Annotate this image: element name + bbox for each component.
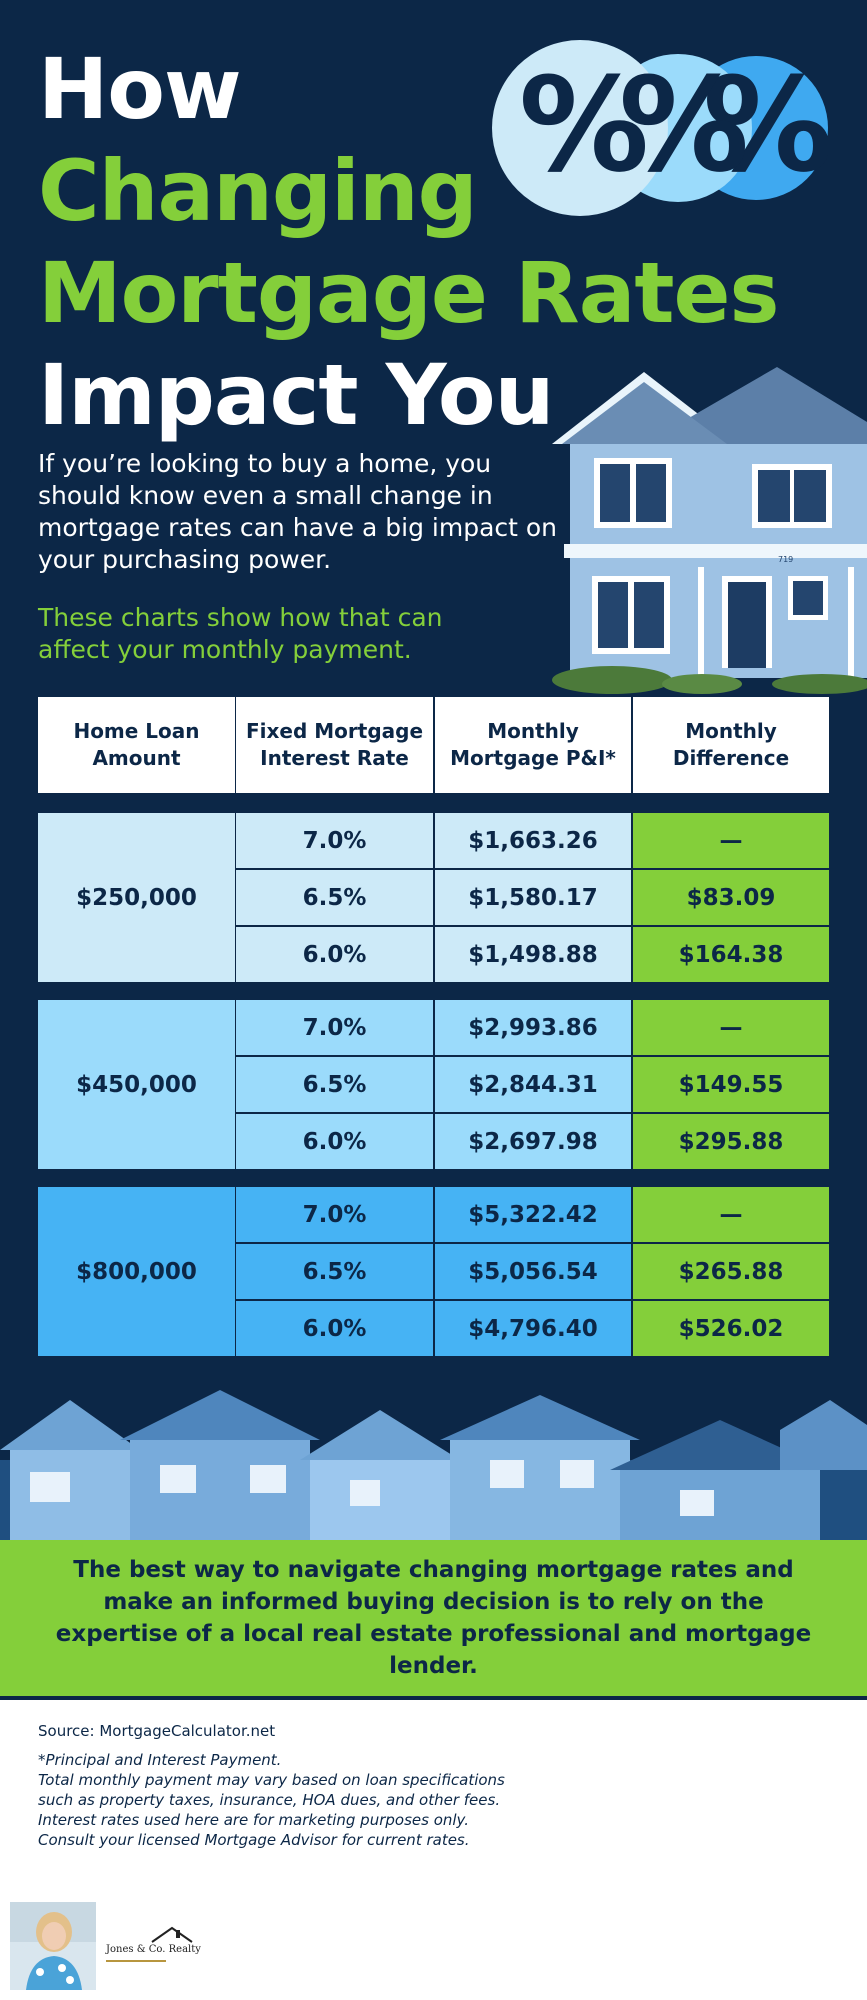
difference-cell: $526.02 [633, 1301, 829, 1356]
brand-logo: Jones & Co. Realty [106, 1924, 201, 1964]
rate-cell: 6.5% [236, 1244, 433, 1299]
difference-cell: — [633, 1187, 829, 1242]
call-to-action-text: The best way to navigate changing mortga… [55, 1557, 812, 1679]
percent-glyph-3: % [703, 49, 828, 201]
rate-cell: 6.0% [236, 927, 433, 982]
rate-cell-text: 6.0% [302, 941, 367, 968]
loan-amount-cell-text: $800,000 [76, 1258, 197, 1285]
rate-cell: 7.0% [236, 1187, 433, 1242]
footnote-line: Interest rates used here are for marketi… [38, 1811, 470, 1829]
rate-cell-text: 6.5% [302, 1071, 367, 1098]
table-header-3: Monthly Mortgage P&I* [435, 697, 631, 793]
neighborhood-skyline [0, 1390, 867, 1540]
brand-name: Jones & Co. Realty [106, 1944, 201, 1955]
payment-cell-text: $2,844.31 [468, 1071, 598, 1098]
subtitle-paragraph: These charts show how that can affect yo… [38, 603, 443, 664]
payment-cell: $1,580.17 [435, 870, 631, 925]
rate-cell-text: 6.0% [302, 1315, 367, 1342]
difference-cell-text: $149.55 [678, 1071, 784, 1098]
rate-cell-text: 7.0% [302, 1014, 367, 1041]
footnote-line: such as property taxes, insurance, HOA d… [38, 1791, 501, 1809]
payment-cell-text: $1,580.17 [468, 884, 598, 911]
payment-cell-text: $2,697.98 [468, 1128, 598, 1155]
rate-cell: 6.0% [236, 1114, 433, 1169]
rate-cell: 7.0% [236, 813, 433, 868]
rate-cell: 6.5% [236, 1057, 433, 1112]
intro-paragraph: If you’re looking to buy a home, you sho… [38, 449, 558, 574]
footnote-line: Consult your licensed Mortgage Advisor f… [38, 1831, 470, 1849]
payment-cell: $4,796.40 [435, 1301, 631, 1356]
difference-cell: $83.09 [633, 870, 829, 925]
percent-glyph-2: % [619, 49, 749, 201]
title-line-3: Mortgage Rates [38, 244, 780, 342]
title-line-1: How [38, 40, 242, 138]
title-line-4: Impact You [38, 346, 554, 444]
table-header-3-text: Monthly Mortgage P&I* [450, 719, 616, 770]
house-illustration: 719 [552, 367, 867, 694]
loan-amount-cell: $450,000 [38, 1000, 235, 1169]
loan-amount-cell-text: $250,000 [76, 884, 197, 911]
loan-amount-cell: $250,000 [38, 813, 235, 982]
rate-cell: 6.0% [236, 1301, 433, 1356]
source-citation: Source: MortgageCalculator.net [38, 1722, 276, 1740]
rate-cell-text: 7.0% [302, 827, 367, 854]
footnote-line: Total monthly payment may vary based on … [38, 1771, 505, 1789]
rate-cell: 7.0% [236, 1000, 433, 1055]
payment-cell: $5,322.42 [435, 1187, 631, 1242]
payment-cell-text: $1,498.88 [468, 941, 598, 968]
rate-cell-text: 6.5% [302, 1258, 367, 1285]
brand-underline [106, 1960, 166, 1962]
payment-cell: $2,844.31 [435, 1057, 631, 1112]
payment-cell-text: $1,663.26 [468, 827, 598, 854]
percent-circles-graphic: % % % [492, 40, 828, 216]
difference-cell-text: — [719, 1201, 743, 1228]
payment-cell-text: $5,056.54 [468, 1258, 598, 1285]
difference-cell-text: $295.88 [678, 1128, 784, 1155]
payment-cell: $1,663.26 [435, 813, 631, 868]
payment-cell: $5,056.54 [435, 1244, 631, 1299]
rate-cell: 6.5% [236, 870, 433, 925]
rate-cell-text: 6.5% [302, 884, 367, 911]
difference-cell: $149.55 [633, 1057, 829, 1112]
payment-cell: $2,993.86 [435, 1000, 631, 1055]
title-line-2: Changing [38, 142, 478, 240]
difference-cell: $164.38 [633, 927, 829, 982]
rate-cell-text: 7.0% [302, 1201, 367, 1228]
percent-glyph-1: % [519, 49, 649, 201]
table-header-2-text: Fixed Mortgage Interest Rate [245, 719, 424, 770]
footnote-line: *Principal and Interest Payment. [38, 1751, 282, 1769]
difference-cell-text: — [719, 827, 743, 854]
table-header-4-text: Monthly Difference [672, 719, 790, 770]
payment-cell: $2,697.98 [435, 1114, 631, 1169]
call-to-action-banner: The best way to navigate changing mortga… [0, 1540, 867, 1700]
agent-photo [10, 1902, 96, 1990]
rate-cell-text: 6.0% [302, 1128, 367, 1155]
difference-cell: — [633, 813, 829, 868]
difference-cell: — [633, 1000, 829, 1055]
payment-cell-text: $5,322.42 [468, 1201, 598, 1228]
difference-cell: $295.88 [633, 1114, 829, 1169]
difference-cell-text: — [719, 1014, 743, 1041]
house-roof-icon [151, 1926, 193, 1943]
table-header-1: Home Loan Amount [38, 697, 235, 793]
loan-amount-cell: $800,000 [38, 1187, 235, 1356]
difference-cell: $265.88 [633, 1244, 829, 1299]
page-title: How Changing Mortgage Rates Impact You [38, 38, 780, 446]
table-header-1-text: Home Loan Amount [73, 719, 200, 770]
difference-cell-text: $83.09 [686, 884, 776, 911]
table-header-2: Fixed Mortgage Interest Rate [236, 697, 433, 793]
table-header-4: Monthly Difference [633, 697, 829, 793]
difference-cell-text: $164.38 [678, 941, 784, 968]
footnotes: *Principal and Interest Payment. Total m… [38, 1750, 598, 1850]
difference-cell-text: $526.02 [678, 1315, 784, 1342]
house-number: 719 [778, 555, 793, 564]
loan-amount-cell-text: $450,000 [76, 1071, 197, 1098]
payment-cell-text: $4,796.40 [468, 1315, 598, 1342]
payment-cell: $1,498.88 [435, 927, 631, 982]
difference-cell-text: $265.88 [678, 1258, 784, 1285]
payment-cell-text: $2,993.86 [468, 1014, 598, 1041]
